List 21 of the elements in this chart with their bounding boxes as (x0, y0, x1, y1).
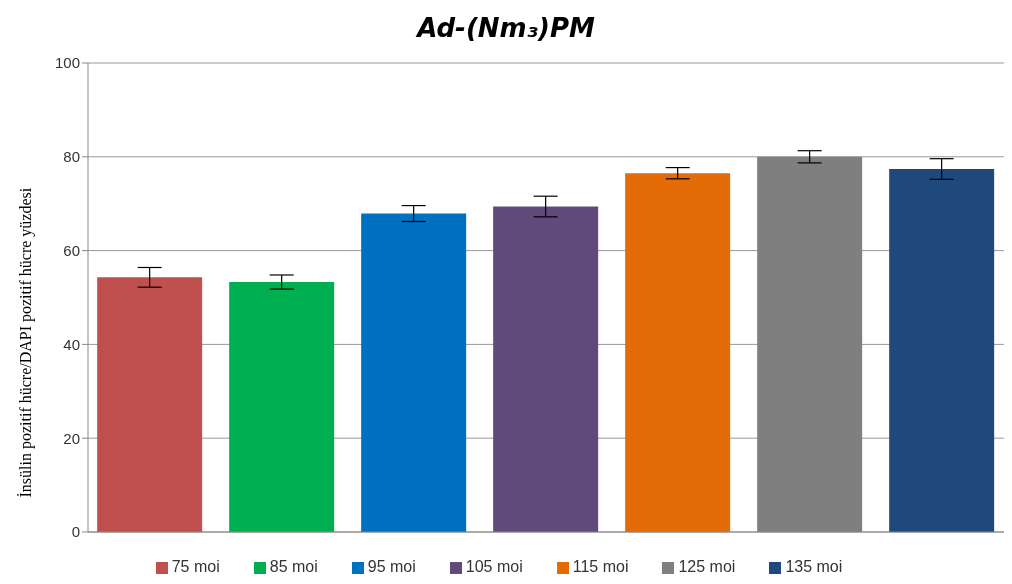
y-axis-title: İnsülin pozitif hücre/DAPI pozitif hücre yüzdesi (16, 187, 35, 498)
y-tick-label: 0 (71, 523, 80, 541)
bar (493, 206, 599, 532)
bar (361, 213, 467, 532)
legend-label: 105 moi (465, 558, 523, 575)
legend-label: 125 moi (678, 558, 736, 575)
bar (97, 277, 203, 532)
y-tick-label: 20 (63, 429, 80, 447)
chart-title: Ad-(Nm₃)PM (417, 13, 595, 43)
y-tick-label: 80 (63, 148, 80, 166)
y-tick-label: 100 (54, 54, 80, 72)
legend-label: 95 moi (367, 558, 416, 575)
legend-label: 85 moi (269, 558, 318, 575)
legend-label: 115 moi (572, 558, 629, 575)
legend-label: 135 moi (785, 558, 843, 575)
bar (229, 282, 335, 532)
bar (625, 173, 731, 532)
bar (889, 168, 995, 532)
y-tick-label: 40 (63, 335, 80, 353)
legend-label: 75 moi (171, 558, 220, 575)
y-tick-label: 60 (63, 241, 80, 259)
